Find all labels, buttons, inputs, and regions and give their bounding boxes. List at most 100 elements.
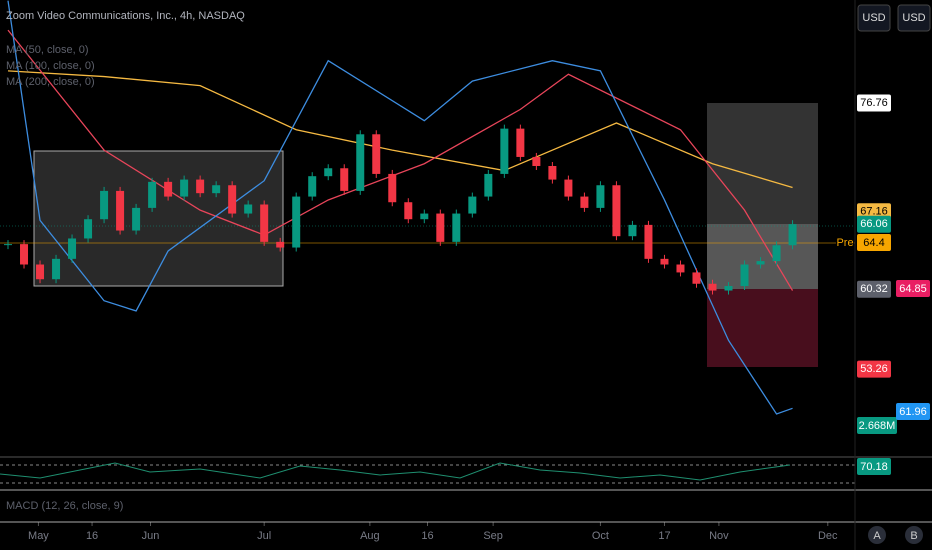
x-tick-label: Nov [709,530,729,542]
axis-button[interactable] [905,526,923,544]
x-tick-label: Aug [360,530,380,542]
currency-text[interactable]: USD [902,12,925,24]
price-tag [857,234,891,251]
candle-body [20,244,29,265]
candle-body [164,181,173,197]
pre-tag [836,234,854,251]
moving-average [7,70,793,189]
candle-body [212,185,221,194]
candle-body [404,202,413,220]
x-tick-label: 16 [86,530,98,542]
candle-body [4,244,13,246]
candle-body [388,173,397,203]
target-zone [707,103,818,289]
candle-body [180,179,189,197]
candle-body [308,176,317,197]
macd-label: MACD (12, 26, close, 9) [6,500,123,512]
price-text: 60.32 [860,283,888,295]
candle-body [244,204,253,214]
candle-body [692,272,701,284]
candle-body [228,185,237,214]
candle-body [500,128,509,174]
candle-body [628,224,637,237]
x-tick-label: 17 [658,530,670,542]
profit-zone [707,224,818,289]
candle-body [68,238,77,259]
candle-body [420,213,429,220]
candle-body [772,245,781,262]
currency-button[interactable] [897,4,931,32]
currency-button[interactable] [857,4,891,32]
symbol-title: Zoom Video Communications, Inc., 4h, NAS… [6,10,245,22]
candle-body [100,190,109,220]
candle-body [596,185,605,208]
axis-button-text[interactable]: B [910,530,917,542]
axis-button-text[interactable]: A [873,530,881,542]
candle-body [660,258,669,265]
x-tick-label: 16 [421,530,433,542]
candle-body [468,196,477,214]
range-box [33,150,284,287]
price-tag [857,280,891,298]
candle-body [52,258,61,280]
x-tick-label: Jul [257,530,271,542]
candle-body [36,264,45,280]
price-tag [857,360,891,378]
candle-body [324,168,333,177]
candle-body [708,283,717,291]
candle-body [484,173,493,197]
indicator-label: MA (100, close, 0) [6,60,95,72]
x-tick-label: Jun [142,530,160,542]
price-text: 61.96 [899,406,927,418]
candle-body [756,261,765,265]
candle-body [532,156,541,166]
price-tag [857,215,891,233]
rsi-pane [0,456,932,491]
candle-body [276,241,285,248]
candle-body [724,286,733,291]
candle-body [260,204,269,242]
candle-body [564,179,573,197]
volume-tag [857,417,897,434]
rsi-tag [857,458,891,475]
price-tag [896,280,930,297]
price-text: 76.76 [860,97,888,109]
price-text: 67.16 [860,206,888,218]
candle-body [580,196,589,208]
price-text: 64.85 [899,283,927,295]
currency-text[interactable]: USD [862,12,885,24]
volume-text: 2.668M [859,420,896,432]
x-tick-label: Dec [818,530,838,542]
candle-body [548,165,557,180]
rsi-line [0,462,791,481]
stop-zone [707,289,818,367]
price-text: 53.26 [860,363,888,375]
candle-body [116,190,125,231]
indicator-label: MA (50, close, 0) [6,44,89,56]
candle-body [436,213,445,242]
candle-body [292,196,301,248]
pre-text: Pre [836,237,853,249]
candle-body [612,185,621,237]
candle-body [356,134,365,191]
rsi-text: 70.18 [860,461,888,473]
candle-body [740,264,749,287]
candle-body [516,128,525,157]
axis-button[interactable] [868,526,886,544]
indicator-label: MA (200, close, 0) [6,76,95,88]
candle-body [452,213,461,242]
x-tick-label: May [28,530,49,542]
candle-body [84,219,93,239]
x-tick-label: Oct [592,530,609,542]
price-tag [896,403,930,420]
x-tick-label: Sep [483,530,503,542]
candle-body [788,224,797,246]
price-text: 66.06 [860,218,888,230]
candle-body [644,224,653,259]
candle-body [340,168,349,191]
candle-body [148,181,157,208]
price-text: 64.4 [863,237,884,249]
candle-body [132,207,141,231]
price-tag [857,94,891,112]
